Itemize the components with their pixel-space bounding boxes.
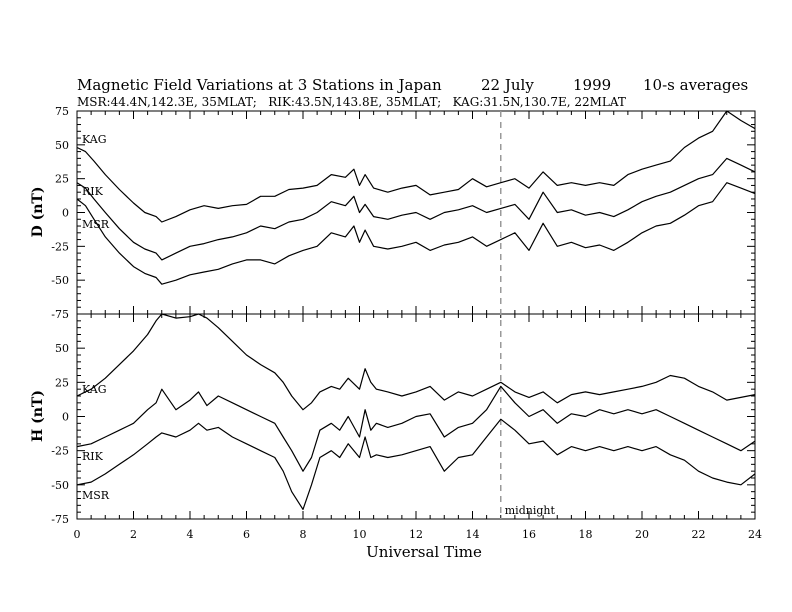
x-tick-label: 12: [409, 528, 423, 541]
series-line-rik: [76, 385, 756, 472]
series-label-msr: MSR: [82, 489, 110, 502]
y-tick-label: 0: [62, 207, 69, 220]
x-tick-label: 10: [353, 528, 367, 541]
series-line-msr: [76, 418, 756, 510]
top-y-axis-label: D (nT): [30, 187, 46, 238]
x-tick-label: 14: [466, 528, 480, 541]
series-label-rik: RIK: [82, 185, 104, 198]
x-tick-label: 2: [130, 528, 137, 541]
label-layer: KAG RIK MSR KAG RIK MSR midnight: [82, 133, 555, 517]
chart-title: Magnetic Field Variations at 3 Stations …: [77, 76, 442, 94]
chart-subtitle: MSR:44.4N,142.3E, 35MLAT; RIK:43.5N,143.…: [77, 95, 626, 109]
series-line-rik: [76, 157, 756, 261]
x-tick-label: 18: [579, 528, 593, 541]
x-axis-label: Universal Time: [366, 543, 482, 561]
bottom-y-axis-label: H (nT): [30, 390, 46, 442]
x-tick-label: 16: [522, 528, 536, 541]
x-tick-label: 8: [300, 528, 307, 541]
y-tick-label: 75: [55, 105, 69, 118]
series-line-kag: [76, 313, 756, 411]
series-line-kag: [76, 110, 756, 223]
series-label-rik: RIK: [82, 450, 104, 463]
y-tick-label: -75: [51, 513, 69, 526]
series-label-kag: KAG: [82, 133, 107, 146]
y-tick-label: -25: [51, 445, 69, 458]
chart-title-year: 1999: [573, 76, 611, 94]
x-tick-label: 22: [692, 528, 706, 541]
x-tick-label: 24: [748, 528, 762, 541]
y-tick-label: 50: [55, 139, 69, 152]
series-line-msr: [76, 182, 756, 285]
series-label-kag: KAG: [82, 383, 107, 396]
y-tick-label: 50: [55, 342, 69, 355]
chart-title-date: 22 July: [481, 76, 534, 94]
series-layer: [76, 110, 756, 510]
x-tick-label: 4: [187, 528, 194, 541]
y-tick-label: 0: [62, 411, 69, 424]
chart-title-averages: 10-s averages: [643, 76, 748, 94]
midnight-label: midnight: [505, 504, 556, 517]
y-tick-label: -25: [51, 240, 69, 253]
series-label-msr: MSR: [82, 218, 110, 231]
y-tick-label: -75: [51, 308, 69, 321]
x-tick-label: 0: [74, 528, 81, 541]
x-tick-label: 20: [635, 528, 649, 541]
y-tick-label: -50: [51, 479, 69, 492]
x-tick-label: 6: [243, 528, 250, 541]
y-tick-label: 25: [55, 376, 69, 389]
y-tick-label: -50: [51, 274, 69, 287]
y-tick-label: 25: [55, 173, 69, 186]
